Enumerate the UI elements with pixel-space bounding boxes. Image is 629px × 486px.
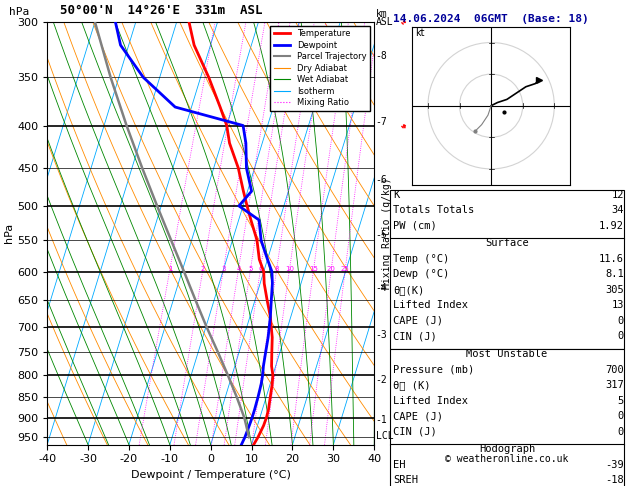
Text: 10: 10 [285, 265, 294, 272]
Text: 2: 2 [201, 265, 205, 272]
Text: θᴀ(K): θᴀ(K) [393, 285, 425, 295]
Text: CIN (J): CIN (J) [393, 331, 437, 342]
Text: CAPE (J): CAPE (J) [393, 316, 443, 326]
Text: CIN (J): CIN (J) [393, 427, 437, 437]
Text: © weatheronline.co.uk: © weatheronline.co.uk [445, 454, 569, 464]
Text: EH: EH [393, 460, 406, 470]
Y-axis label: hPa: hPa [4, 223, 14, 243]
Text: PW (cm): PW (cm) [393, 221, 437, 231]
Text: Dewp (°C): Dewp (°C) [393, 269, 449, 279]
Text: km: km [376, 9, 387, 19]
Text: Surface: Surface [485, 238, 529, 248]
Text: 34: 34 [611, 205, 624, 215]
Text: 13: 13 [611, 300, 624, 311]
Text: 50°00'N  14°26'E  331m  ASL: 50°00'N 14°26'E 331m ASL [60, 4, 262, 17]
Text: ASL: ASL [376, 17, 393, 27]
Text: CAPE (J): CAPE (J) [393, 411, 443, 421]
Text: 3: 3 [221, 265, 226, 272]
Text: 0: 0 [618, 316, 624, 326]
Text: 5: 5 [618, 396, 624, 406]
Text: 8.1: 8.1 [605, 269, 624, 279]
Text: 1.92: 1.92 [599, 221, 624, 231]
Text: 0: 0 [618, 331, 624, 342]
Text: Mixing Ratio (g/kg): Mixing Ratio (g/kg) [382, 177, 392, 289]
Legend: Temperature, Dewpoint, Parcel Trajectory, Dry Adiabat, Wet Adiabat, Isotherm, Mi: Temperature, Dewpoint, Parcel Trajectory… [270, 26, 370, 111]
Text: 5: 5 [248, 265, 253, 272]
Text: 0: 0 [618, 427, 624, 437]
Text: 6: 6 [259, 265, 263, 272]
Text: 700: 700 [605, 364, 624, 375]
X-axis label: Dewpoint / Temperature (°C): Dewpoint / Temperature (°C) [131, 470, 291, 480]
Text: -39: -39 [605, 460, 624, 470]
Text: 8: 8 [274, 265, 279, 272]
Text: -1: -1 [376, 415, 387, 425]
Text: 4: 4 [237, 265, 241, 272]
Text: 25: 25 [341, 265, 350, 272]
Text: Most Unstable: Most Unstable [466, 349, 548, 359]
Text: -4: -4 [376, 283, 387, 293]
Text: Temp (°C): Temp (°C) [393, 254, 449, 264]
Text: 11.6: 11.6 [599, 254, 624, 264]
Text: -5: -5 [376, 230, 387, 240]
Text: -6: -6 [376, 175, 387, 185]
Text: LCL: LCL [376, 431, 393, 441]
Text: Hodograph: Hodograph [479, 444, 535, 454]
Text: Totals Totals: Totals Totals [393, 205, 474, 215]
Text: -3: -3 [376, 330, 387, 340]
Text: 1: 1 [168, 265, 172, 272]
Text: 317: 317 [605, 380, 624, 390]
Text: Pressure (mb): Pressure (mb) [393, 364, 474, 375]
Text: -2: -2 [376, 375, 387, 385]
Text: 0: 0 [618, 411, 624, 421]
Text: K: K [393, 190, 399, 200]
Text: Lifted Index: Lifted Index [393, 300, 468, 311]
Text: -8: -8 [376, 51, 387, 61]
Text: SREH: SREH [393, 475, 418, 486]
Text: -18: -18 [605, 475, 624, 486]
Text: Lifted Index: Lifted Index [393, 396, 468, 406]
Text: 15: 15 [309, 265, 318, 272]
Text: kt: kt [415, 28, 425, 38]
Text: -7: -7 [376, 117, 387, 127]
Text: 12: 12 [611, 190, 624, 200]
Text: hPa: hPa [9, 7, 30, 17]
Text: 305: 305 [605, 285, 624, 295]
Text: 14.06.2024  06GMT  (Base: 18): 14.06.2024 06GMT (Base: 18) [393, 14, 589, 24]
Text: θᴀ (K): θᴀ (K) [393, 380, 431, 390]
Text: 20: 20 [327, 265, 336, 272]
